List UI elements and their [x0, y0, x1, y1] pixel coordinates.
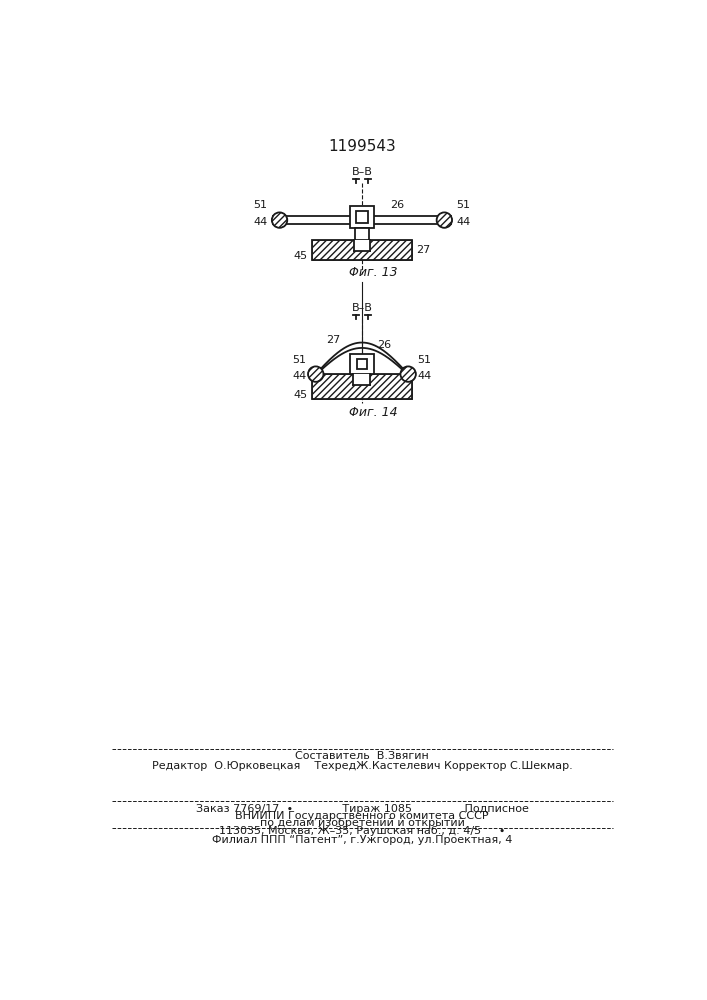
Bar — [354, 240, 370, 251]
Text: B–B: B–B — [351, 167, 373, 177]
Text: 51: 51 — [293, 355, 307, 365]
Bar — [350, 206, 374, 228]
Bar — [312, 240, 412, 260]
Text: ВНИИПИ Государственного комитета СССР: ВНИИПИ Государственного комитета СССР — [235, 811, 489, 821]
Text: 51: 51 — [253, 200, 267, 210]
Circle shape — [400, 366, 416, 382]
Text: Составитель  В.Звягин: Составитель В.Звягин — [295, 751, 429, 761]
Text: 51: 51 — [417, 355, 431, 365]
Text: 51: 51 — [457, 200, 471, 210]
Bar — [355, 228, 369, 240]
Bar — [356, 211, 368, 223]
Text: 27: 27 — [416, 245, 430, 255]
Text: Φиг. 13: Φиг. 13 — [349, 266, 398, 279]
Bar — [312, 240, 412, 260]
Text: Φиг. 14: Φиг. 14 — [349, 406, 398, 419]
Circle shape — [308, 366, 324, 382]
Circle shape — [272, 212, 287, 228]
Text: 44: 44 — [292, 371, 307, 381]
Text: 26: 26 — [390, 200, 404, 210]
Bar — [351, 354, 373, 374]
Bar — [312, 374, 412, 399]
Text: 1199543: 1199543 — [328, 139, 396, 154]
Bar — [356, 359, 368, 369]
Text: Заказ 7769/17  ∙              Тираж 1085               Подписное: Заказ 7769/17 ∙ Тираж 1085 Подписное — [196, 804, 528, 814]
Text: 26: 26 — [378, 340, 392, 350]
Circle shape — [437, 212, 452, 228]
Text: 113035, Москва, Ж–35, Раушская наб., д. 4/5     ∙: 113035, Москва, Ж–35, Раушская наб., д. … — [218, 826, 506, 836]
Text: 44: 44 — [253, 217, 267, 227]
Text: 44: 44 — [417, 371, 432, 381]
Text: 45: 45 — [294, 390, 308, 400]
Text: 27: 27 — [326, 335, 340, 345]
Bar — [312, 374, 412, 399]
Text: 45: 45 — [294, 251, 308, 261]
Text: по делам изобретений и открытий: по делам изобретений и открытий — [259, 818, 464, 828]
Text: Филиал ППП “Патент”, г.Ужгород, ул.Проектная, 4: Филиал ППП “Патент”, г.Ужгород, ул.Проек… — [212, 835, 512, 845]
Bar — [274, 216, 450, 224]
Text: B–B: B–B — [351, 303, 373, 313]
Bar — [354, 374, 370, 385]
Text: 44: 44 — [457, 217, 471, 227]
Text: Редактор  О.Юрковецкая    ТехредЖ.Кастелевич Корректор С.Шекмар.: Редактор О.Юрковецкая ТехредЖ.Кастелевич… — [151, 761, 573, 771]
